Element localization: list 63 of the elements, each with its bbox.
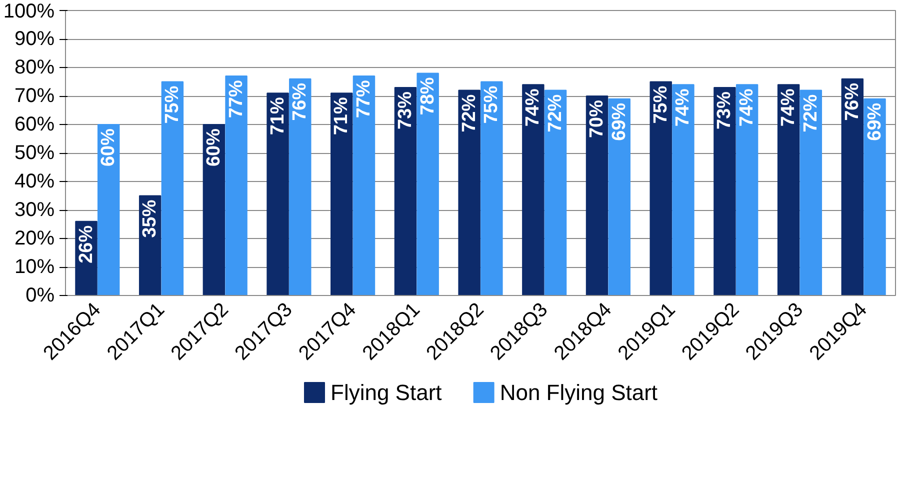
bar — [586, 96, 608, 296]
data-label: 72% — [545, 94, 566, 132]
y-tick-label: 20% — [14, 228, 55, 250]
bar — [352, 76, 376, 296]
data-label: 35% — [140, 200, 161, 238]
bar — [394, 86, 417, 296]
y-tick-label: 80% — [14, 56, 55, 78]
bar — [202, 124, 226, 296]
bar — [330, 92, 353, 296]
bar — [714, 86, 736, 296]
data-label: 75% — [481, 86, 502, 124]
bar — [458, 90, 480, 296]
data-label: 71% — [331, 97, 352, 136]
data-label: 72% — [800, 94, 822, 132]
data-label: 75% — [162, 86, 183, 124]
legend-label: Flying Start — [330, 380, 442, 405]
data-label: 26% — [76, 225, 97, 264]
data-label: 76% — [842, 82, 863, 121]
bar — [416, 72, 439, 296]
bar — [544, 90, 567, 296]
y-tick-label: 90% — [14, 28, 55, 50]
data-label: 74% — [778, 88, 800, 127]
bar — [225, 76, 248, 296]
bar — [522, 84, 544, 296]
legend-label: Non Flying Start — [500, 380, 658, 405]
y-tick-label: 10% — [14, 256, 55, 278]
data-label: 74% — [522, 88, 544, 127]
data-label: 74% — [672, 88, 694, 127]
data-label: 78% — [417, 77, 438, 116]
bar — [266, 92, 289, 296]
y-tick-label: 60% — [14, 114, 55, 136]
bar — [777, 84, 800, 296]
data-label: 77% — [353, 80, 374, 118]
bar — [608, 98, 630, 296]
bar — [800, 90, 822, 296]
bar — [736, 84, 758, 296]
data-label: 73% — [714, 91, 736, 130]
data-label: 60% — [98, 128, 120, 167]
y-tick-label: 0% — [26, 284, 55, 306]
y-tick-label: 30% — [14, 199, 55, 221]
data-label: 69% — [608, 102, 630, 141]
bar — [841, 78, 864, 296]
y-tick-label: 40% — [14, 170, 55, 192]
bar — [650, 81, 672, 296]
data-label: 76% — [290, 82, 311, 121]
data-label: 69% — [864, 102, 886, 141]
data-label: 70% — [586, 100, 608, 138]
y-tick-label: 70% — [14, 85, 55, 107]
data-label: 73% — [394, 91, 416, 130]
bar — [161, 81, 184, 296]
data-label: 75% — [650, 86, 672, 124]
bar — [289, 78, 312, 296]
data-label: 74% — [736, 88, 758, 127]
bar — [97, 124, 120, 296]
bar — [480, 81, 503, 296]
data-label: 72% — [458, 94, 480, 132]
data-label: 60% — [203, 128, 224, 167]
data-label: 77% — [226, 80, 247, 118]
data-label: 71% — [267, 97, 288, 136]
y-tick-label: 100% — [3, 0, 55, 22]
bar — [672, 84, 694, 296]
y-tick-label: 50% — [14, 142, 55, 164]
bar — [864, 98, 886, 296]
